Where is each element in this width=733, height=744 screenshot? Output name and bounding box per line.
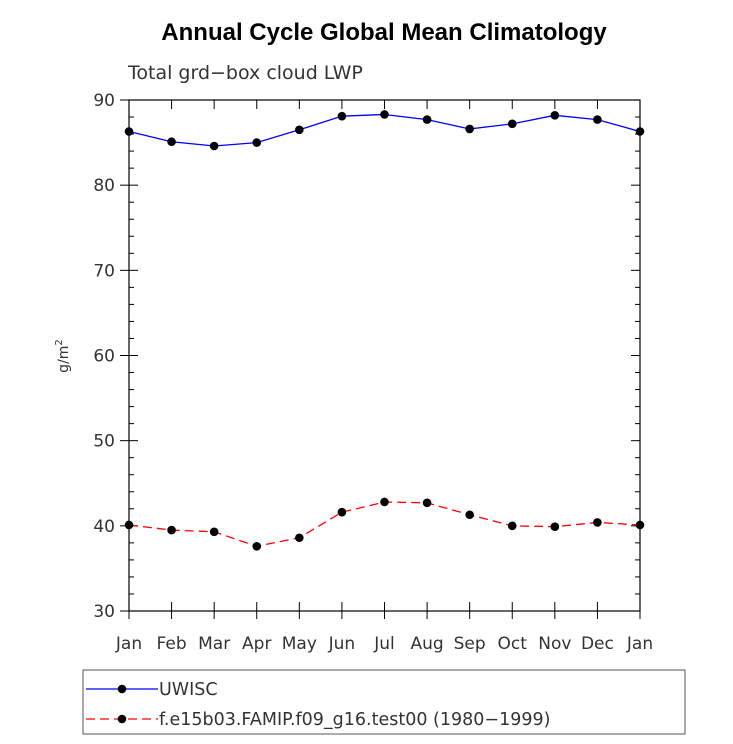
data-point <box>550 111 560 120</box>
data-point <box>422 498 432 508</box>
data-point <box>252 138 262 147</box>
x-axis: Jan Feb Mar Apr May Jun Jul Aug Sep Oct Nov Dec Jan <box>115 100 653 654</box>
data-point <box>124 127 134 136</box>
legend-label: f.e15b03.FAMIP.f09_g16.test00 (1980−1999… <box>159 710 550 730</box>
plot-border <box>128 99 641 612</box>
chart-subtitle: Total grd−box cloud LWP <box>127 62 363 84</box>
data-point <box>593 518 602 527</box>
y-tick-label: 30 <box>93 602 115 622</box>
legend: UWISC f.e15b03.FAMIP.f09_g16.test00 (1980… <box>82 669 686 735</box>
series-group <box>124 110 645 551</box>
data-point <box>507 119 517 129</box>
y-tick-label: 60 <box>93 347 115 367</box>
chart-title: Annual Cycle Global Mean Climatology <box>161 19 607 46</box>
x-tick-label: Jan <box>626 634 653 654</box>
data-point <box>209 141 219 151</box>
data-point <box>422 115 432 124</box>
y-axis-label-unit: g/m <box>56 346 72 373</box>
data-point <box>295 125 304 135</box>
y-tick-label: 90 <box>93 91 115 111</box>
y-tick-label: 50 <box>93 432 115 452</box>
data-point <box>380 497 389 507</box>
x-tick-label: Oct <box>498 634 528 654</box>
x-tick-label: Feb <box>157 634 187 654</box>
data-point <box>635 127 645 136</box>
data-point <box>550 522 560 531</box>
y-tick-label: 80 <box>93 176 115 196</box>
y-axis: 30 40 50 60 70 80 90 <box>93 91 640 622</box>
data-point <box>507 521 517 531</box>
data-point <box>337 507 347 517</box>
y-tick-label: 40 <box>93 517 115 537</box>
data-point <box>465 124 474 134</box>
data-point <box>124 520 134 530</box>
series-line <box>128 113 641 147</box>
plot-frame <box>128 99 641 612</box>
legend-marker <box>117 684 127 694</box>
data-point <box>252 541 262 551</box>
series-line <box>128 501 641 547</box>
data-point <box>209 527 219 537</box>
y-tick-label: 70 <box>93 261 115 281</box>
data-point <box>380 110 389 119</box>
data-point <box>635 520 645 530</box>
data-point <box>167 137 176 147</box>
data-point <box>337 111 347 121</box>
legend-marker <box>117 714 127 724</box>
x-tick-label: Jul <box>373 634 395 654</box>
data-point <box>167 525 176 535</box>
x-tick-label: Sep <box>454 634 486 654</box>
series-2 <box>124 497 645 551</box>
x-tick-label: Apr <box>242 634 271 654</box>
x-tick-label: Jun <box>328 634 356 654</box>
x-tick-label: Mar <box>198 634 230 654</box>
data-point <box>465 510 474 520</box>
x-tick-label: Jan <box>115 634 142 654</box>
data-point <box>295 533 304 543</box>
series-1 <box>124 110 645 151</box>
x-tick-label: Dec <box>581 634 614 654</box>
x-tick-label: May <box>282 634 317 654</box>
legend-label: UWISC <box>159 680 218 700</box>
legend-box <box>82 669 686 735</box>
x-tick-label: Aug <box>410 634 443 654</box>
y-axis-label: g/m2 <box>54 339 72 373</box>
data-point <box>593 115 602 124</box>
y-axis-label-exponent: 2 <box>54 339 65 345</box>
x-tick-label: Nov <box>538 634 571 654</box>
